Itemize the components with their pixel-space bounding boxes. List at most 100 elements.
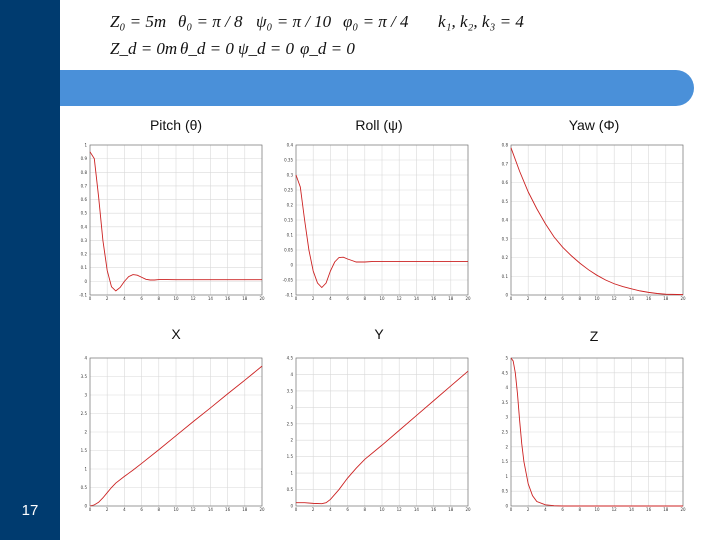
y-tick-label: 0.1 (81, 265, 88, 270)
x-tick-label: 20 (259, 296, 265, 301)
y-tick-label: 4 (290, 372, 293, 377)
y-tick-label: 0.7 (502, 161, 509, 166)
slide-number: 17 (21, 502, 39, 519)
x-tick-label: 8 (579, 296, 582, 301)
x-tick-label: 4 (123, 296, 126, 301)
y-tick-label: 3.5 (287, 388, 294, 393)
caption-x: X (171, 326, 181, 342)
caption-yaw: Yaw (Φ) (568, 117, 620, 133)
x-tick-label: 12 (612, 296, 618, 301)
x-tick-label: 20 (465, 507, 471, 512)
x-tick-label: 14 (414, 296, 420, 301)
equation-z0: Z₀ = 5m (110, 12, 167, 31)
y-tick-label: -0.05 (283, 278, 294, 283)
y-tick-label: 0.5 (502, 199, 509, 204)
equation-zd: Z_d = 0m (110, 39, 178, 58)
y-tick-label: 1.5 (81, 448, 88, 453)
y-tick-label: 0.25 (284, 188, 293, 193)
y-tick-label: 4 (505, 385, 508, 390)
y-tick-label: 0 (290, 263, 293, 268)
y-tick-label: 1 (84, 467, 87, 472)
x-tick-label: 14 (629, 507, 635, 512)
equation-psid: ψ_d = 0 (238, 39, 295, 58)
x-tick-label: 0 (89, 296, 92, 301)
equation-theta0: θ₀ = π / 8 (178, 12, 243, 31)
x-tick-label: 20 (465, 296, 471, 301)
x-tick-label: 6 (346, 507, 349, 512)
y-tick-label: 0.2 (502, 255, 509, 260)
caption-roll: Roll (ψ) (355, 117, 403, 133)
caption-z: Z (589, 328, 599, 344)
y-tick-label: 1 (84, 143, 87, 148)
x-tick-label: 6 (140, 507, 143, 512)
y-tick-label: 0.5 (287, 487, 294, 492)
x-tick-label: 10 (173, 507, 179, 512)
y-tick-label: 0.6 (81, 197, 88, 202)
pitch-chart: 0 2 4 6 8 10 12 14 16 18 20-0.100.10.20.30.40.50.6… (79, 143, 265, 302)
x-tick-label: 8 (158, 507, 161, 512)
x-tick-label: 0 (89, 507, 92, 512)
equation-phi0: φ₀ = π / 4 (343, 12, 409, 31)
x-tick-label: 8 (579, 507, 582, 512)
series-line (510, 147, 684, 296)
y-tick-label: 0.7 (81, 183, 88, 188)
x-tick-label: 6 (140, 296, 143, 301)
x-tick-label: 20 (259, 507, 265, 512)
x-tick-label: 10 (379, 296, 385, 301)
y-tick-label: 3.5 (502, 400, 509, 405)
x-tick-label: 14 (414, 507, 420, 512)
y-tick-label: 0 (290, 504, 293, 509)
y-tick-label: 3 (505, 415, 508, 420)
plot-frame (295, 357, 469, 507)
x-tick-label: 18 (242, 296, 248, 301)
x-tick-label: 2 (527, 507, 530, 512)
y-tick-label: 0.5 (81, 211, 88, 216)
x-tick-label: 18 (448, 507, 454, 512)
series-line (296, 370, 469, 505)
x-tick-label: 2 (106, 507, 109, 512)
series-line (89, 365, 263, 507)
y-tick-label: 0.4 (502, 218, 509, 223)
x-tick-label: 4 (329, 507, 332, 512)
y-tick-label: 0.6 (502, 180, 509, 185)
y-tick-label: 0 (505, 504, 508, 509)
equation-thetad: θ_d = 0 (180, 39, 234, 58)
x-tick-label: 12 (191, 507, 197, 512)
y-tick-label: 0.8 (81, 170, 88, 175)
y-tick-label: 1 (290, 471, 293, 476)
x-tick-label: 18 (663, 507, 669, 512)
x-tick-label: 10 (594, 296, 600, 301)
y-tick-label: 0.3 (502, 236, 509, 241)
x-tick-label: 16 (225, 296, 231, 301)
x-tick-label: 6 (561, 296, 564, 301)
x-tick-label: 4 (544, 296, 547, 301)
x-tick-label: 14 (208, 296, 214, 301)
y-tick-label: 0.3 (81, 238, 88, 243)
x-tick-label: 18 (663, 296, 669, 301)
y-tick-label: 0.05 (284, 248, 293, 253)
x-tick-label: 4 (544, 507, 547, 512)
title-band (60, 70, 694, 106)
y-chart: 0 2 4 6 8 10 12 14 16 18 20 0 0.5 1 1.5 2 2.5 3 3.5 4 4.5 (287, 356, 471, 513)
x-tick-label: 0 (510, 507, 513, 512)
y-tick-label: 4.5 (502, 370, 509, 375)
x-tick-label: 2 (312, 296, 315, 301)
y-tick-label: 0.15 (284, 218, 293, 223)
roll-chart: 0 2 4 6 8 10 12 14 16 18 20 -0.1 -0.05 0 0.05 0.1 0.15 0.… (283, 143, 471, 302)
x-tick-label: 10 (379, 507, 385, 512)
yaw-chart: 0 2 4 6 8 10 12 14 16 18 20 0 0.1 0.2 0.3 0.4 0.5 0.6 0.7 0… (502, 143, 686, 302)
y-tick-label: 0 (84, 504, 87, 509)
y-tick-label: 1.5 (287, 454, 294, 459)
x-tick-label: 14 (208, 507, 214, 512)
z-chart: 0 2 4 6 8 10 12 14 16 18 20 0 0.5 1 1.5 2 2.5 3 3.5 4 4.5 5 (502, 356, 686, 513)
caption-y: Y (374, 326, 384, 342)
plot-frame (89, 357, 263, 507)
y-tick-label: 2 (290, 438, 293, 443)
y-tick-label: 2.5 (502, 430, 509, 435)
series-line (295, 174, 468, 289)
y-tick-label: 0.2 (81, 252, 88, 257)
x-tick-label: 16 (646, 296, 652, 301)
x-tick-label: 2 (106, 296, 109, 301)
x-tick-label: 16 (646, 507, 652, 512)
x-tick-label: 16 (431, 296, 437, 301)
